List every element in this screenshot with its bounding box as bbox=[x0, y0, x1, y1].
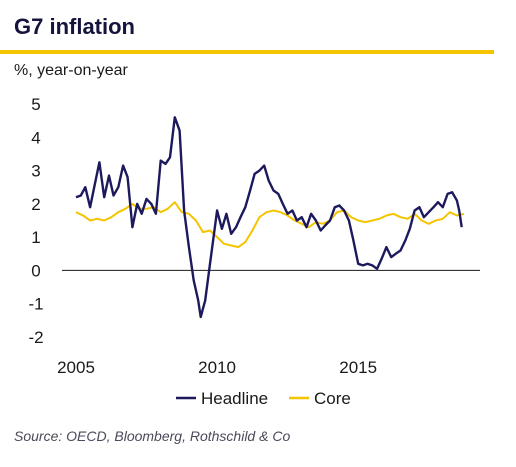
title-rule bbox=[0, 50, 494, 54]
y-tick-label: -2 bbox=[28, 328, 43, 347]
x-tick-label: 2015 bbox=[339, 358, 377, 377]
chart-subtitle: %, year-on-year bbox=[14, 62, 128, 79]
line-chart: 5 4 3 2 1 0 -1 -2 2005 2010 2015 Headline Core bbox=[28, 95, 480, 408]
source-note: Source: OECD, Bloomberg, Rothschild & Co bbox=[14, 428, 291, 444]
y-tick-label: 5 bbox=[31, 95, 40, 114]
series-line-headline bbox=[75, 116, 463, 319]
series-lines bbox=[75, 116, 465, 319]
y-tick-label: 4 bbox=[31, 128, 40, 147]
y-tick-labels: 5 4 3 2 1 0 -1 -2 bbox=[28, 95, 43, 347]
y-tick-label: 0 bbox=[31, 261, 40, 280]
legend-label-core: Core bbox=[314, 389, 351, 408]
legend-label-headline: Headline bbox=[201, 389, 268, 408]
x-tick-labels: 2005 2010 2015 bbox=[57, 358, 377, 377]
y-tick-label: 2 bbox=[31, 195, 40, 214]
chart-title: G7 inflation bbox=[14, 14, 135, 39]
legend: Headline Core bbox=[176, 389, 351, 408]
y-tick-label: 3 bbox=[31, 162, 40, 181]
x-tick-label: 2005 bbox=[57, 358, 95, 377]
x-tick-label: 2010 bbox=[198, 358, 236, 377]
y-tick-label: 1 bbox=[31, 228, 40, 247]
y-tick-label: -1 bbox=[28, 295, 43, 314]
